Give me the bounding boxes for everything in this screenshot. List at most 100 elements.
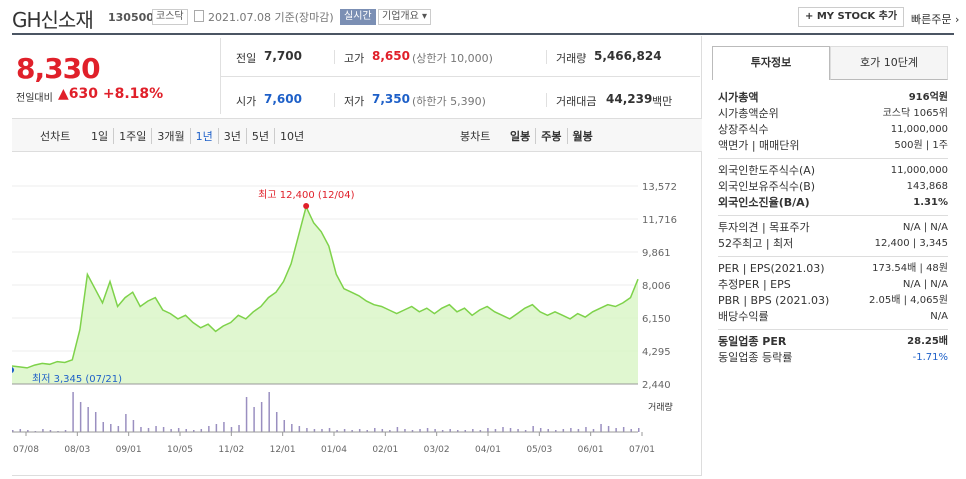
- info-label: 시가총액순위: [718, 107, 779, 120]
- info-label: 52주최고 | 최저: [718, 237, 794, 250]
- volume-bar: [351, 430, 353, 432]
- company-overview-label: 기업개요: [382, 11, 419, 22]
- amount-unit: 백만: [652, 95, 673, 108]
- market-badge: 코스닥: [152, 9, 188, 25]
- volume-bar: [494, 429, 497, 432]
- volume-bar: [600, 424, 602, 432]
- volume-bar: [472, 429, 474, 432]
- period-tab[interactable]: 1년: [189, 128, 218, 144]
- period-tab[interactable]: 3개월: [151, 128, 189, 144]
- info-row: 외국인소진율(B/A) 1.31%: [718, 195, 948, 211]
- volume-bar: [532, 426, 534, 432]
- change-label: 전일대비: [16, 93, 53, 104]
- period-tab[interactable]: 3년: [217, 128, 246, 144]
- info-label: 외국인보유주식수(B): [718, 180, 816, 193]
- volume-bar: [479, 430, 482, 432]
- price-area: [12, 206, 638, 384]
- volume-bar: [200, 429, 203, 432]
- volume-bar: [555, 430, 557, 432]
- info-row: 외국인한도주식수(A) 11,000,000: [718, 163, 948, 179]
- main-panel: [12, 36, 702, 476]
- max-label: 최고 12,400 (12/04): [258, 189, 354, 201]
- volume-bar: [419, 429, 421, 432]
- y-tick-label: 2,440: [642, 380, 671, 391]
- high-value: 8,650: [372, 49, 410, 63]
- volume-bar: [411, 430, 414, 432]
- volume-bar: [79, 402, 82, 432]
- tab-orderbook-label: 호가 10단계: [860, 56, 918, 69]
- period-tab[interactable]: 1주일: [113, 128, 151, 144]
- candle-chart-label: 봉차트: [460, 130, 491, 143]
- divider: [334, 93, 335, 107]
- info-label: 동일업종 등락률: [718, 351, 793, 364]
- stock-code: 130500: [108, 11, 154, 24]
- price-chart[interactable]: 13,572 11,716 9,861 8,006 6,150 4,295 2,440 최고 …: [12, 174, 702, 464]
- volume-bar: [72, 392, 74, 432]
- volume-bar: [607, 426, 610, 432]
- volume-bar: [306, 428, 308, 432]
- info-label: 추정PER | EPS: [718, 278, 791, 291]
- volume-bar: [374, 428, 376, 432]
- candle-tab[interactable]: 월봉: [566, 128, 598, 144]
- info-label: PBR | BPS (2021.03): [718, 294, 830, 307]
- volume-bar: [260, 402, 263, 432]
- tab-investment-info-label: 투자정보: [750, 56, 792, 69]
- info-label: 투자의견 | 목표주가: [718, 221, 810, 234]
- min-marker: [12, 367, 15, 373]
- volume-bar: [19, 429, 22, 432]
- candle-tab[interactable]: 주봉: [535, 128, 566, 144]
- info-group: 투자의견 | 목표주가 N/A | N/A 52주최고 | 최저 12,400 | 3…: [718, 215, 948, 256]
- volume-bar: [275, 412, 278, 432]
- volume-bar: [630, 429, 632, 432]
- volume-bar: [366, 430, 368, 432]
- quick-order-link[interactable]: 빠른주문 ›: [911, 11, 959, 27]
- info-value: -1.71%: [912, 352, 948, 363]
- candle-tab[interactable]: 일봉: [510, 130, 531, 143]
- tab-investment-info[interactable]: 투자정보: [712, 46, 830, 80]
- info-value: 500원 | 1주: [894, 140, 948, 151]
- volume-bar: [441, 430, 444, 432]
- amount-label: 거래대금: [556, 95, 597, 108]
- volume-bar: [313, 429, 316, 432]
- low-value: 7,350: [372, 92, 410, 106]
- info-row: 동일업종 PER 28.25배: [718, 334, 948, 350]
- volume-bar: [12, 430, 14, 432]
- volume-bar: [547, 429, 549, 432]
- period-tab[interactable]: 5년: [245, 128, 274, 144]
- volume-bar: [223, 422, 225, 432]
- company-overview-dropdown[interactable]: 기업개요 ▾: [378, 9, 432, 25]
- chevron-down-icon: ▾: [422, 11, 428, 22]
- volume-bar: [132, 420, 135, 432]
- info-label: 외국인한도주식수(A): [718, 164, 816, 177]
- tab-orderbook[interactable]: 호가 10단계: [830, 46, 948, 80]
- info-row: 시가총액 916억원: [718, 90, 948, 106]
- period-tab[interactable]: 1일: [91, 130, 109, 143]
- low-label: 저가: [344, 95, 365, 108]
- volume-bar: [110, 424, 112, 432]
- volume-bar: [615, 428, 617, 432]
- volume-bar: [509, 428, 512, 432]
- volume-bar: [87, 407, 89, 432]
- realtime-button[interactable]: 실시간: [340, 9, 376, 25]
- volume-bar: [434, 429, 436, 432]
- info-value: N/A | N/A: [902, 222, 948, 233]
- info-value: 916억원: [908, 92, 948, 103]
- volume-bar: [336, 430, 338, 432]
- x-tick-label: 03/02: [424, 445, 450, 455]
- volume-bar: [592, 429, 595, 432]
- volume-bar: [396, 427, 399, 432]
- volume-bar: [404, 429, 406, 432]
- volume-bar: [328, 428, 331, 432]
- line-chart-label: 선차트: [40, 130, 71, 143]
- divider: [220, 76, 700, 77]
- info-group: 외국인한도주식수(A) 11,000,000 외국인보유주식수(B) 143,868 외…: [718, 158, 948, 215]
- volume-bar: [177, 428, 180, 432]
- volume-bar: [193, 430, 195, 432]
- x-tick-label: 02/01: [372, 445, 398, 455]
- header-divider: [12, 33, 954, 35]
- volume-bar: [638, 428, 640, 432]
- prev-close-value: 7,700: [264, 49, 302, 63]
- period-tab[interactable]: 10년: [274, 128, 309, 144]
- chevron-right-icon: ›: [954, 13, 960, 26]
- my-stock-add-button[interactable]: + MY STOCK 추가: [798, 7, 905, 27]
